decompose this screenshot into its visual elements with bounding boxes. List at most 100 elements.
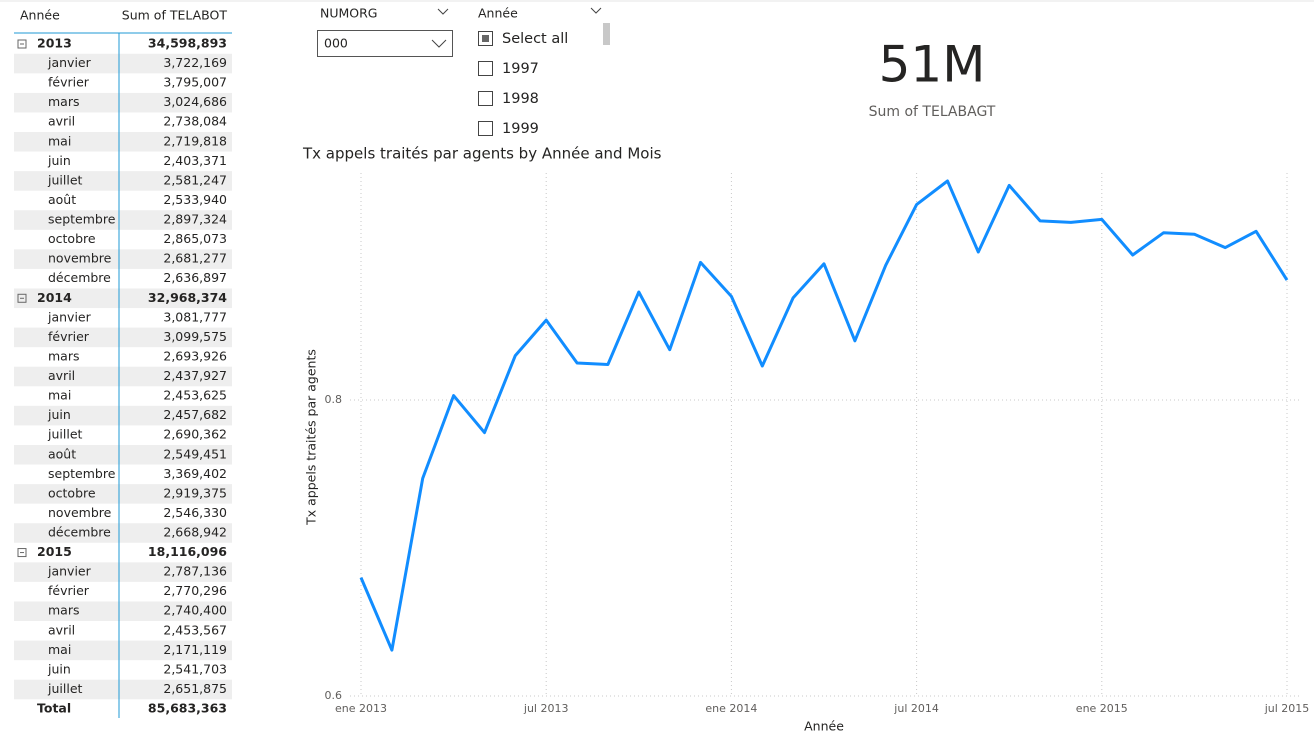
collapse-icon[interactable] bbox=[17, 39, 27, 49]
x-tick-label: ene 2013 bbox=[335, 702, 387, 715]
group-label: 2013 bbox=[37, 36, 72, 51]
data-line bbox=[359, 179, 1289, 652]
group-total: 18,116,096 bbox=[148, 544, 227, 559]
month-value: 2,581,247 bbox=[163, 172, 227, 187]
dropdown-chevron bbox=[431, 39, 447, 48]
month-value: 2,636,897 bbox=[163, 270, 227, 285]
slicer-chevron[interactable] bbox=[590, 7, 602, 14]
slicer-title: NUMORG bbox=[320, 6, 378, 21]
month-label: janvier bbox=[47, 55, 92, 70]
month-label: avril bbox=[48, 114, 75, 129]
month-value: 3,099,575 bbox=[163, 329, 227, 344]
month-value: 2,787,136 bbox=[163, 564, 227, 579]
x-tick-label: ene 2015 bbox=[1076, 702, 1128, 715]
row-shade bbox=[14, 601, 232, 622]
slicer-title: Année bbox=[478, 6, 518, 21]
month-value: 2,668,942 bbox=[163, 525, 227, 540]
month-label: avril bbox=[48, 368, 75, 383]
month-label: mars bbox=[48, 603, 80, 618]
month-label: mars bbox=[48, 94, 80, 109]
card-label: Sum of TELABAGT bbox=[869, 104, 996, 120]
collapse-icon[interactable] bbox=[17, 548, 27, 558]
month-value: 3,722,169 bbox=[163, 55, 227, 70]
row-shade bbox=[14, 679, 232, 700]
row-shade bbox=[14, 444, 232, 465]
month-label: juillet bbox=[47, 427, 83, 442]
slicer-item[interactable]: 1998 bbox=[502, 91, 539, 107]
slicer-item[interactable]: 1999 bbox=[502, 121, 539, 137]
x-tick-label: jul 2013 bbox=[523, 702, 569, 715]
group-label: 2014 bbox=[37, 290, 72, 305]
month-label: mai bbox=[48, 642, 71, 657]
month-label: novembre bbox=[48, 505, 112, 520]
x-tick-label: jul 2014 bbox=[893, 702, 939, 715]
row-shade bbox=[14, 523, 232, 543]
y-tick-label: 0.6 bbox=[325, 689, 343, 702]
month-value: 2,437,927 bbox=[163, 368, 227, 383]
month-value: 3,024,686 bbox=[163, 94, 227, 109]
x-axis-title: Année bbox=[804, 719, 844, 734]
month-label: septembre bbox=[48, 466, 116, 481]
slicer-item[interactable]: Select all bbox=[502, 31, 568, 47]
month-value: 2,403,371 bbox=[163, 153, 227, 168]
month-value: 3,081,777 bbox=[163, 309, 227, 324]
month-label: octobre bbox=[48, 485, 96, 500]
month-label: mai bbox=[48, 133, 71, 148]
month-label: janvier bbox=[47, 309, 92, 324]
row-shade bbox=[14, 366, 232, 387]
slicer-chevron[interactable] bbox=[437, 8, 449, 15]
dropdown[interactable] bbox=[317, 30, 453, 57]
card-value: 51M bbox=[879, 36, 986, 94]
total-label: Total bbox=[37, 701, 71, 716]
checkbox[interactable] bbox=[478, 91, 493, 106]
month-value: 2,919,375 bbox=[163, 485, 227, 500]
month-label: avril bbox=[48, 622, 75, 637]
y-axis-title: Tx appels traités par agents bbox=[304, 349, 319, 526]
row-shade bbox=[14, 484, 232, 504]
row-shade bbox=[14, 405, 232, 426]
row-shade bbox=[14, 171, 232, 191]
month-value: 2,865,073 bbox=[163, 231, 227, 246]
collapse-icon[interactable] bbox=[17, 293, 27, 303]
group-total: 32,968,374 bbox=[148, 290, 227, 305]
column-header: Sum of TELABOT bbox=[122, 8, 228, 23]
x-tick-label: ene 2014 bbox=[705, 702, 757, 715]
y-tick-label: 0.8 bbox=[325, 393, 343, 406]
row-shade bbox=[14, 288, 232, 309]
month-value: 2,546,330 bbox=[163, 505, 227, 520]
checkbox[interactable] bbox=[478, 61, 493, 76]
row-shade bbox=[14, 132, 232, 152]
slicer-item[interactable]: 1997 bbox=[502, 61, 539, 77]
month-label: août bbox=[48, 192, 76, 207]
row-shade bbox=[14, 562, 232, 582]
group-total: 34,598,893 bbox=[148, 36, 227, 51]
month-value: 2,541,703 bbox=[163, 661, 227, 676]
month-label: décembre bbox=[48, 270, 111, 285]
month-value: 2,171,119 bbox=[163, 642, 227, 657]
month-label: juillet bbox=[47, 172, 83, 187]
month-value: 2,549,451 bbox=[163, 446, 227, 461]
checkbox[interactable] bbox=[478, 121, 493, 136]
month-value: 2,738,084 bbox=[163, 114, 227, 129]
scrollbar bbox=[603, 23, 610, 45]
month-label: mars bbox=[48, 348, 80, 363]
month-value: 2,719,818 bbox=[163, 133, 227, 148]
month-label: mai bbox=[48, 388, 71, 403]
row-shade bbox=[14, 92, 232, 113]
month-value: 2,770,296 bbox=[163, 583, 227, 598]
month-label: janvier bbox=[47, 564, 92, 579]
dropdown-value: 000 bbox=[324, 36, 348, 51]
month-label: juin bbox=[47, 407, 71, 422]
checkbox-partial bbox=[482, 35, 489, 42]
month-label: septembre bbox=[48, 212, 116, 227]
month-label: février bbox=[48, 75, 90, 90]
month-label: juillet bbox=[47, 681, 83, 696]
month-label: février bbox=[48, 583, 90, 598]
month-value: 2,453,567 bbox=[163, 622, 227, 637]
month-label: juin bbox=[47, 153, 71, 168]
month-value: 2,693,926 bbox=[163, 348, 227, 363]
group-label: 2015 bbox=[37, 544, 72, 559]
total-value: 85,683,363 bbox=[148, 701, 227, 716]
month-value: 2,690,362 bbox=[163, 427, 227, 442]
